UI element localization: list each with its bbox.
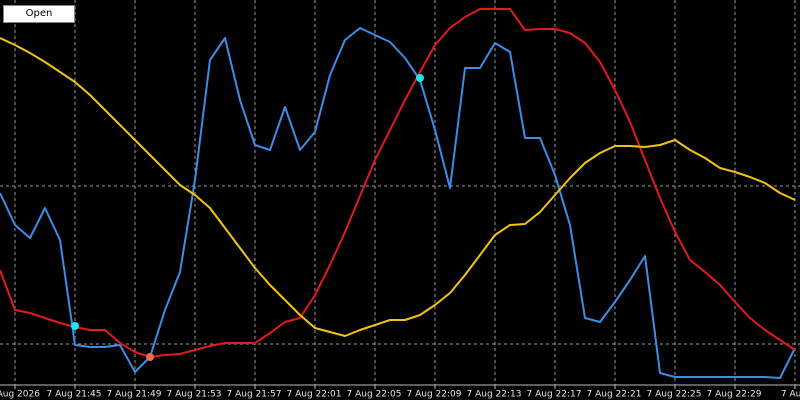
series-line — [0, 37, 796, 337]
x-tick-label: 7 Aug 21:57 — [227, 390, 282, 400]
x-tick-label: 7 Aug — [781, 390, 800, 400]
series-line — [0, 27, 796, 379]
x-tick-label: 7 Aug 22:13 — [467, 390, 522, 400]
x-tick-label: 7 Aug 21:49 — [107, 390, 162, 400]
cross-marker — [416, 74, 424, 82]
x-tick-label: 7 Aug 22:05 — [347, 390, 402, 400]
x-tick-label: 7 Aug 22:25 — [647, 390, 702, 400]
x-tick-label: 7 Aug 2026 — [0, 390, 40, 400]
series-line — [0, 8, 796, 358]
open-button[interactable]: Open — [3, 5, 75, 23]
x-tick-label: 7 Aug 22:29 — [707, 390, 762, 400]
x-tick-label: 7 Aug 22:01 — [287, 390, 342, 400]
cross-marker — [146, 353, 154, 361]
cross-marker — [71, 322, 79, 330]
x-tick-label: 7 Aug 22:09 — [407, 390, 462, 400]
x-tick-label: 7 Aug 22:21 — [587, 390, 642, 400]
x-tick-label: 7 Aug 21:45 — [47, 390, 102, 400]
x-tick-label: 7 Aug 22:17 — [527, 390, 582, 400]
x-tick-label: 7 Aug 21:53 — [167, 390, 222, 400]
